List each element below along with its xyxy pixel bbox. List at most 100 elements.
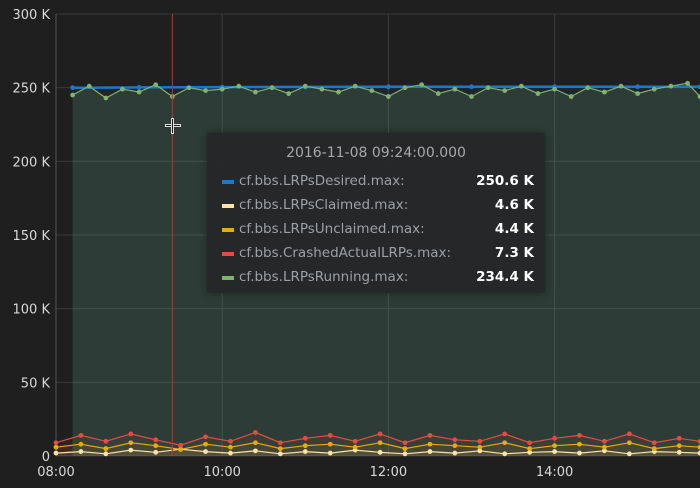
y-axis: 0 50 K 100 K 150 K 200 K 250 K 300 K: [13, 8, 51, 465]
tooltip-row-lrps-unclaimed: cf.bbs.LRPsUnclaimed.max: 4.4 K: [222, 219, 534, 239]
data-point: [552, 449, 557, 454]
tooltip-timestamp: 2016-11-08 09:24:00.000: [286, 145, 466, 161]
tooltip-series-value: 234.4 K: [476, 269, 534, 285]
y-tick-label: 150 K: [13, 229, 51, 244]
data-point: [535, 91, 541, 96]
data-point: [286, 91, 292, 96]
series-color-swatch: [222, 180, 234, 184]
data-point: [203, 88, 208, 94]
data-point: [452, 86, 458, 92]
series-color-swatch: [222, 204, 234, 208]
data-point: [153, 443, 159, 449]
data-point: [602, 438, 607, 444]
data-point: [527, 446, 533, 452]
data-point: [302, 83, 308, 89]
crosshair-cursor-icon: [165, 118, 181, 134]
data-point: [53, 450, 59, 456]
data-point: [103, 446, 109, 452]
data-point: [327, 432, 333, 438]
y-tick-label: 250 K: [13, 82, 51, 97]
data-point: [70, 85, 76, 91]
series-area: [56, 432, 700, 456]
data-point: [178, 442, 184, 448]
data-point: [452, 443, 458, 449]
data-point: [203, 449, 208, 454]
data-point: [477, 444, 483, 450]
data-point: [128, 440, 134, 446]
tooltip-series-value: 250.6 K: [476, 173, 534, 189]
data-point: [327, 441, 333, 447]
x-axis: 08:00 10:00 12:00 14:00: [37, 465, 573, 480]
data-point: [128, 447, 134, 453]
data-point: [602, 444, 607, 450]
data-point: [676, 435, 682, 441]
data-point: [302, 435, 308, 441]
data-point: [103, 438, 109, 444]
data-point: [427, 432, 433, 438]
data-point: [697, 444, 700, 450]
series-points: [53, 80, 700, 457]
data-point: [103, 451, 109, 457]
series-color-swatch: [222, 276, 234, 280]
x-tick-label: 10:00: [203, 465, 240, 480]
data-point: [103, 95, 109, 101]
tooltip-series-value: 4.6 K: [494, 197, 534, 213]
data-point: [427, 449, 433, 454]
data-point: [676, 449, 682, 455]
data-point: [585, 85, 591, 91]
y-tick-label: 50 K: [21, 376, 51, 391]
tooltip-row-lrps-claimed: cf.bbs.LRPsClaimed.max: 4.6 K: [222, 195, 534, 215]
data-point: [302, 449, 308, 454]
data-point: [402, 440, 408, 446]
data-point: [302, 443, 308, 449]
data-point: [577, 441, 582, 447]
data-point: [253, 440, 258, 446]
data-point: [552, 435, 557, 441]
data-point: [626, 440, 632, 446]
data-point: [153, 437, 159, 443]
data-point: [626, 431, 632, 437]
data-point: [477, 438, 483, 444]
tooltip-series-name: cf.bbs.LRPsClaimed.max:: [239, 197, 409, 213]
data-point: [136, 89, 142, 95]
data-point: [502, 88, 508, 94]
data-point: [697, 450, 700, 456]
data-point: [635, 84, 641, 90]
x-tick-label: 14:00: [536, 465, 573, 480]
data-point: [502, 451, 508, 457]
data-point: [203, 434, 208, 440]
data-point: [136, 84, 142, 90]
data-point: [469, 84, 474, 90]
tooltip-row-lrps-desired: cf.bbs.LRPsDesired.max: 250.6 K: [222, 171, 534, 191]
tooltip-series-name: cf.bbs.CrashedActualLRPs.max:: [239, 245, 452, 261]
data-point: [651, 446, 657, 452]
data-point: [377, 449, 383, 455]
data-point: [236, 83, 242, 89]
tooltip-row-crashed-actual-lrps: cf.bbs.CrashedActualLRPs.max: 7.3 K: [222, 243, 534, 263]
data-point: [269, 85, 275, 91]
data-point: [651, 86, 657, 92]
data-point: [402, 446, 408, 452]
data-point: [78, 441, 84, 447]
data-point: [78, 449, 84, 454]
data-point: [626, 451, 632, 457]
data-point: [527, 440, 533, 446]
data-point: [277, 440, 283, 446]
data-point: [128, 431, 134, 437]
tooltip-series-value: 7.3 K: [494, 245, 534, 261]
data-point: [477, 448, 483, 454]
data-point: [568, 94, 574, 99]
tooltip-series-name: cf.bbs.LRPsUnclaimed.max:: [239, 221, 425, 237]
x-tick-label: 08:00: [37, 465, 74, 480]
data-point: [120, 86, 125, 92]
data-point: [402, 85, 408, 91]
data-point: [635, 91, 641, 96]
data-point: [228, 450, 233, 456]
x-tick-label: 12:00: [370, 465, 407, 480]
data-point: [435, 91, 441, 96]
data-point: [469, 94, 474, 99]
series-color-swatch: [222, 252, 234, 256]
data-point: [552, 443, 557, 449]
y-tick-label: 0: [42, 450, 50, 465]
data-point: [377, 431, 383, 437]
